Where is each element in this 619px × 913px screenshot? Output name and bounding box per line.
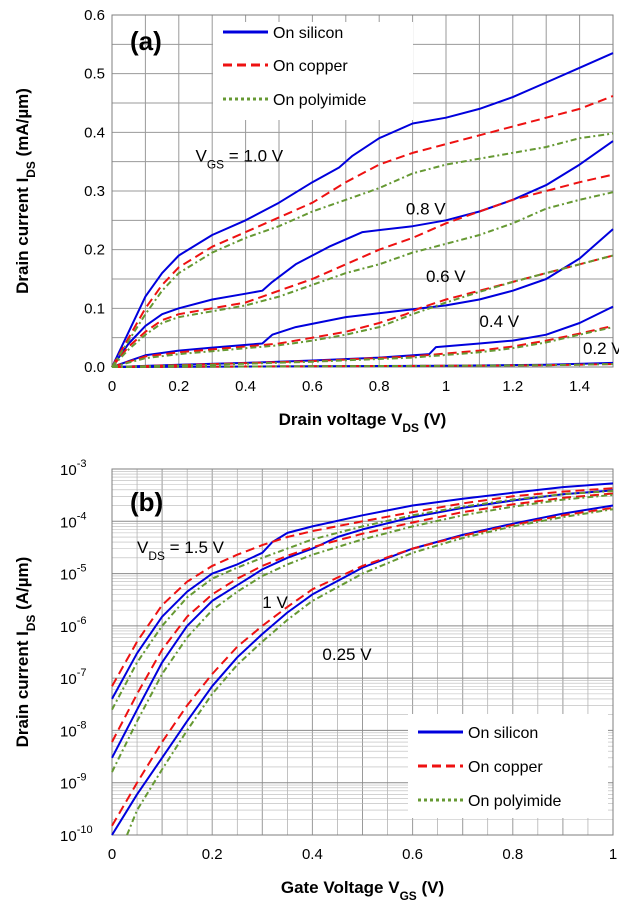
series-line-on-polyimide-1.5 [111, 490, 614, 711]
x-tick-label: 0.8 [369, 378, 390, 395]
series-line-on-polyimide-0.25 [126, 508, 614, 836]
y-tick-label: 0.5 [84, 66, 105, 83]
series-line-on-silicon-0.25 [111, 504, 614, 836]
series-line-on-polyimide-0.8 [111, 191, 614, 368]
series-line-on-silicon-1.0 [111, 52, 614, 368]
series-line-on-copper-1.0 [111, 95, 614, 368]
x-tick-label: 0.6 [302, 378, 323, 395]
curve-annotation: VGS = 1.0 V [196, 147, 284, 172]
y-axis-label: Drain current IDS (A/µm) [13, 557, 38, 748]
x-tick-label: 1.2 [502, 378, 523, 395]
y-axis-label: Drain current IDS (mA/µm) [13, 88, 38, 294]
y-tick-label: 0.0 [84, 359, 105, 376]
legend-label: On polyimide [468, 793, 561, 810]
series-line-on-copper-1 [111, 492, 614, 743]
y-tick-label: 10-4 [60, 510, 86, 531]
series-line-on-polyimide-0.4 [111, 326, 614, 368]
x-tick-label: 0.8 [502, 846, 523, 863]
panel-label: (a) [130, 26, 162, 56]
x-tick-label: 0.4 [235, 378, 256, 395]
y-tick-label: 0.4 [84, 124, 105, 141]
x-tick-label: 0 [108, 846, 116, 863]
panel-a: 0 0.2 0.4 0.6 0.8 1 1.2 1.4 0.0 0.1 0.2 0.3 0.4 0.5 0.… [13, 7, 619, 435]
grid [111, 468, 614, 836]
x-tick-label: 0.2 [168, 378, 189, 395]
legend-label: On silicon [273, 25, 343, 42]
y-tick-label: 10-3 [60, 458, 86, 479]
panel-label: (b) [130, 487, 163, 517]
series-line-on-polyimide-0.6 [111, 254, 614, 368]
series-line-on-silicon-1.5 [111, 482, 614, 700]
series-line-on-copper-0.8 [111, 173, 614, 368]
y-tick-label: 10-5 [60, 563, 86, 584]
y-tick-label: 10-7 [60, 667, 86, 688]
legend-label: On copper [273, 58, 348, 75]
curve-annotation: 0.4 V [479, 312, 519, 331]
y-tick-label: 10-9 [60, 772, 86, 793]
x-tick-label: 1 [609, 846, 617, 863]
legend-label: On polyimide [273, 92, 366, 109]
curve-annotation: 0.8 V [406, 199, 446, 218]
x-axis-label: Drain voltage VDS (V) [279, 410, 447, 435]
y-tick-label: 0.3 [84, 183, 105, 200]
y-tick-label: 0.6 [84, 7, 105, 24]
legend: On silicon On copper On polyimide [213, 22, 413, 120]
panel-b: 0 0.2 0.4 0.6 0.8 1 10-10 10-9 10-8 10-7 10-6 10-5 1… [13, 458, 617, 903]
x-tick-label: 0.6 [402, 846, 423, 863]
x-tick-label: 1 [442, 378, 450, 395]
legend-label: On silicon [468, 725, 538, 742]
plot-frame [111, 468, 614, 836]
y-tick-label: 0.1 [84, 300, 105, 317]
series-line-on-copper-0.2 [111, 363, 614, 368]
series-line-on-polyimide-1 [111, 493, 614, 773]
series-line-on-silicon-0.6 [111, 228, 614, 368]
y-tick-label: 10-6 [60, 615, 86, 636]
series-line-on-polyimide-1.0 [111, 132, 614, 368]
series-line-on-copper-1.5 [111, 487, 614, 687]
y-tick-label: 0.2 [84, 242, 105, 259]
y-tick-label: 10-8 [60, 719, 86, 740]
series-group [111, 52, 614, 368]
legend-label: On copper [468, 759, 543, 776]
x-axis-label: Gate Voltage VGS (V) [281, 878, 444, 903]
curve-annotation: VDS = 1.5 V [137, 538, 225, 563]
curve-annotation: 0.25 V [322, 645, 372, 664]
series-group [111, 482, 614, 836]
x-tick-label: 0 [108, 378, 116, 395]
curve-annotation: 0.2 V [583, 339, 619, 358]
legend-box [213, 22, 413, 120]
x-tick-label: 0.2 [202, 846, 223, 863]
legend: On silicon On copper On polyimide [408, 714, 608, 818]
series-line-on-silicon-1 [111, 489, 614, 759]
series-line-on-copper-0.25 [111, 506, 614, 827]
series-line-on-copper-0.4 [111, 324, 614, 368]
x-tick-label: 1.4 [569, 378, 590, 395]
y-tick-label: 10-10 [60, 824, 93, 845]
curve-annotation: 1 V [262, 593, 288, 612]
curve-annotation: 0.6 V [426, 267, 466, 286]
x-tick-label: 0.4 [302, 846, 323, 863]
